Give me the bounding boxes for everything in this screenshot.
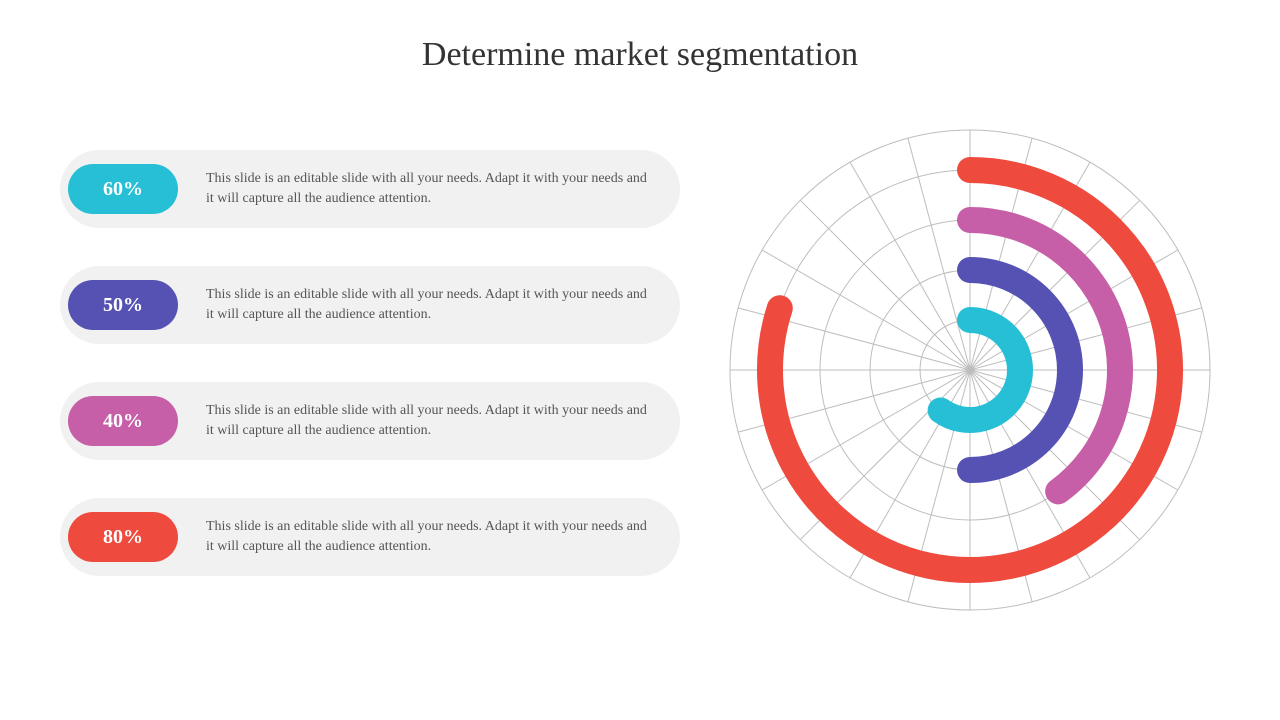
radial-chart [710,110,1230,630]
list-item: 80% This slide is an editable slide with… [60,498,680,576]
percent-pill: 50% [68,280,178,330]
item-list: 60% This slide is an editable slide with… [60,150,680,576]
list-item: 50% This slide is an editable slide with… [60,266,680,344]
item-description: This slide is an editable slide with all… [178,517,648,558]
chart-grid [730,130,1210,610]
item-description: This slide is an editable slide with all… [178,401,648,442]
list-item: 40% This slide is an editable slide with… [60,382,680,460]
radial-chart-svg [710,110,1230,630]
percent-pill: 60% [68,164,178,214]
percent-pill: 80% [68,512,178,562]
slide-title: Determine market segmentation [0,36,1280,74]
item-description: This slide is an editable slide with all… [178,285,648,326]
percent-pill: 40% [68,396,178,446]
item-description: This slide is an editable slide with all… [178,169,648,210]
slide: Determine market segmentation 60% This s… [0,0,1280,720]
list-item: 60% This slide is an editable slide with… [60,150,680,228]
